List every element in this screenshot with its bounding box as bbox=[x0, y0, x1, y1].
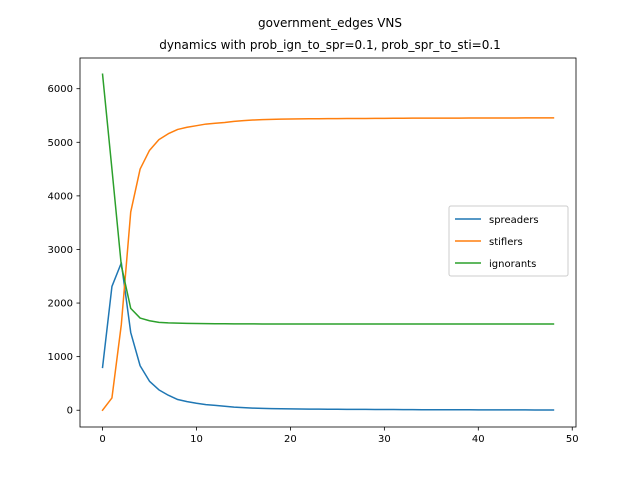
legend-box bbox=[448, 205, 569, 277]
legend-label-stiflers: stiflers bbox=[489, 237, 523, 248]
x-tick-label: 20 bbox=[284, 434, 297, 445]
legend: spreaders stiflers ignorants bbox=[448, 205, 569, 277]
y-tick-label: 6000 bbox=[48, 84, 73, 95]
axes bbox=[79, 57, 577, 428]
legend-label-ignorants: ignorants bbox=[489, 259, 536, 270]
axes-frame bbox=[79, 57, 577, 428]
series-line-ignorants bbox=[101, 73, 555, 325]
y-tick-label: 1000 bbox=[48, 352, 73, 363]
tick-marks-and-labels: 0 10 20 30 40 50 0 1000 2000 3000 4000 5000 6000 bbox=[48, 84, 579, 445]
x-tick-label: 50 bbox=[566, 434, 579, 445]
x-tick-label: 10 bbox=[190, 434, 203, 445]
y-tick-label: 4000 bbox=[48, 191, 73, 202]
y-tick-label: 0 bbox=[67, 406, 73, 417]
y-tick-label: 2000 bbox=[48, 299, 73, 310]
series-lines bbox=[101, 73, 555, 412]
y-tick-label: 3000 bbox=[48, 245, 73, 256]
series-line-stiflers bbox=[101, 117, 555, 412]
x-tick-label: 40 bbox=[472, 434, 485, 445]
x-tick-label: 30 bbox=[378, 434, 391, 445]
series-line-spreaders bbox=[101, 262, 555, 411]
legend-label-spreaders: spreaders bbox=[489, 215, 539, 226]
y-tick-label: 5000 bbox=[48, 138, 73, 149]
chart-title-line-2: dynamics with prob_ign_to_spr=0.1, prob_… bbox=[159, 38, 501, 52]
chart-title-line-1: government_edges VNS bbox=[258, 16, 402, 30]
x-tick-label: 0 bbox=[99, 434, 105, 445]
